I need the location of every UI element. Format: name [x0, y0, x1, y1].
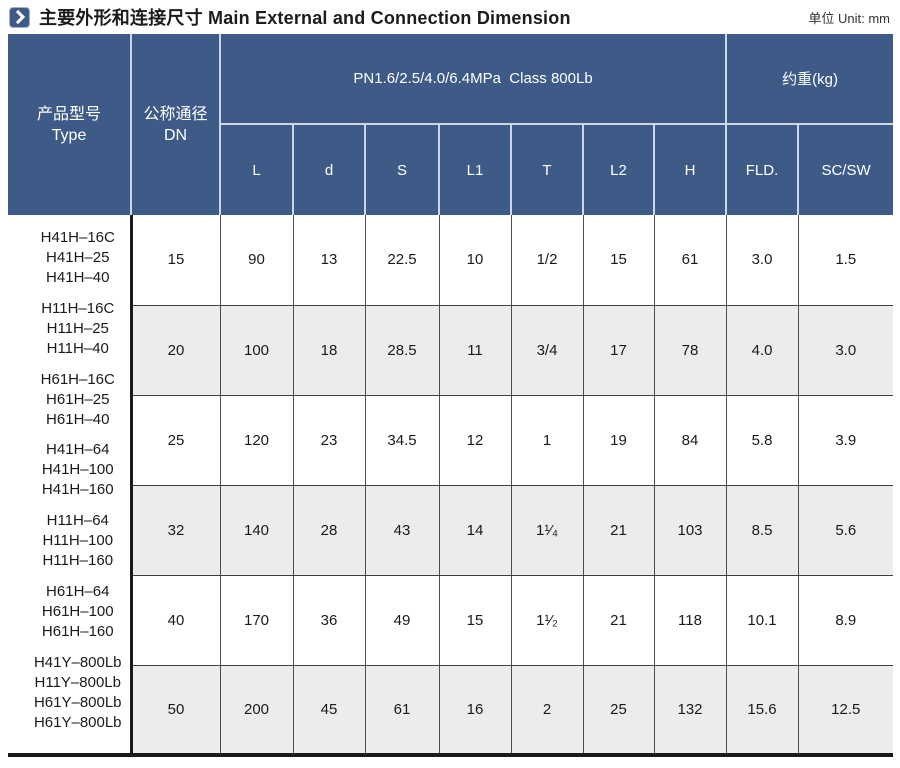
cell-d: 18 — [293, 305, 366, 396]
cell-SCSW: 3.9 — [798, 395, 894, 486]
type-groups: H41H–16C H41H–25 H41H–40 H11H–16C H11H–2… — [8, 215, 130, 753]
table-row: 25 120 23 34.5 12 1 19 84 5.8 3.9 — [8, 395, 894, 486]
cell-L2: 15 — [583, 215, 655, 306]
cell-SCSW: 1.5 — [798, 215, 894, 306]
title-bar: 主要外形和连接尺寸 Main External and Connection D… — [0, 0, 900, 34]
table-row: 40 170 36 49 15 1¹⁄₂ 21 118 10.1 8.9 — [8, 575, 894, 666]
col-header-dn-en: DN — [163, 126, 188, 144]
cell-SCSW: 5.6 — [798, 485, 894, 576]
unit-label: 单位 Unit: mm — [808, 10, 890, 26]
table-header: 产品型号 Type 公称通径 DN PN1.6/2.5/4.0/6.4MPa C… — [8, 34, 894, 215]
cell-SCSW: 3.0 — [798, 305, 894, 396]
col-header-FLD: FLD. — [725, 123, 800, 215]
cell-FLD: 10.1 — [726, 575, 799, 666]
cell-T: 1¹⁄₂ — [511, 575, 584, 666]
type-group-6: H61H–64 H61H–100 H61H–160 — [41, 583, 114, 641]
cell-L2: 21 — [583, 575, 655, 666]
chevron-right-icon — [9, 6, 30, 28]
col-header-dn-zh: 公称通径 — [143, 105, 208, 123]
col-header-L1: L1 — [438, 123, 512, 215]
col-header-type: 产品型号 Type — [8, 34, 132, 215]
cell-T: 3/4 — [511, 305, 584, 396]
cell-H: 132 — [654, 665, 727, 755]
dn-cell: 25 — [131, 395, 221, 486]
cell-L1: 11 — [439, 305, 512, 396]
cell-FLD: 8.5 — [726, 485, 799, 576]
col-header-H: H — [652, 123, 728, 215]
cell-L2: 25 — [583, 665, 655, 755]
cell-d: 28 — [293, 485, 366, 576]
cell-L: 200 — [220, 665, 294, 755]
dn-cell: 15 — [131, 215, 221, 306]
cell-T: 1 — [511, 395, 584, 486]
cell-d: 36 — [293, 575, 366, 666]
dn-cell: 20 — [131, 305, 221, 396]
cell-L: 170 — [220, 575, 294, 666]
cell-H: 103 — [654, 485, 727, 576]
col-header-dn: 公称通径 DN — [130, 34, 221, 215]
dn-cell: 40 — [131, 575, 221, 666]
table-row: 50 200 45 61 16 2 25 132 15.6 12.5 — [8, 665, 894, 755]
cell-H: 61 — [654, 215, 727, 306]
cell-SCSW: 12.5 — [798, 665, 894, 755]
cell-SCSW: 8.9 — [798, 575, 894, 666]
col-header-SCSW: SC/SW — [797, 123, 894, 215]
cell-d: 45 — [293, 665, 366, 755]
table-body: H41H–16C H41H–25 H41H–40 H11H–16C H11H–2… — [8, 215, 894, 755]
cell-S: 43 — [365, 485, 440, 576]
type-column-cell: H41H–16C H41H–25 H41H–40 H11H–16C H11H–2… — [8, 215, 133, 755]
type-group-2: H11H–16C H11H–25 H11H–40 — [41, 299, 115, 357]
type-group-7: H41Y–800Lb H11Y–800Lb H61Y–800Lb H61Y–80… — [33, 653, 122, 731]
type-group-4: H41H–64 H41H–100 H41H–160 — [41, 441, 114, 499]
table-row: 20 100 18 28.5 11 3/4 17 78 4.0 3.0 — [8, 305, 894, 396]
table-row: 32 140 28 43 14 1¹⁄₄ 21 103 8.5 5.6 — [8, 485, 894, 576]
cell-L1: 12 — [439, 395, 512, 486]
col-header-type-zh: 产品型号 — [36, 105, 101, 123]
cell-L: 90 — [220, 215, 294, 306]
col-header-d: d — [292, 123, 366, 215]
cell-L1: 16 — [439, 665, 512, 755]
cell-L1: 10 — [439, 215, 512, 306]
cell-L2: 21 — [583, 485, 655, 576]
col-header-L: L — [219, 123, 294, 215]
cell-T: 1/2 — [511, 215, 584, 306]
cell-L1: 14 — [439, 485, 512, 576]
cell-FLD: 3.0 — [726, 215, 799, 306]
col-header-pn-class-span: PN1.6/2.5/4.0/6.4MPa Class 800Lb — [218, 34, 728, 125]
type-group-1: H41H–16C H41H–25 H41H–40 — [40, 229, 115, 286]
col-header-T: T — [510, 123, 584, 215]
dimension-table: 产品型号 Type 公称通径 DN PN1.6/2.5/4.0/6.4MPa C… — [8, 34, 894, 757]
cell-S: 61 — [365, 665, 440, 755]
cell-L: 100 — [220, 305, 294, 396]
cell-FLD: 15.6 — [726, 665, 799, 755]
col-header-S: S — [364, 123, 440, 215]
cell-L2: 17 — [583, 305, 655, 396]
cell-H: 78 — [654, 305, 727, 396]
cell-H: 118 — [654, 575, 727, 666]
col-header-weight-span: 约重(kg) — [725, 34, 894, 125]
cell-d: 13 — [293, 215, 366, 306]
col-header-L2: L2 — [582, 123, 655, 215]
dn-cell: 50 — [131, 665, 221, 755]
cell-d: 23 — [293, 395, 366, 486]
cell-L: 120 — [220, 395, 294, 486]
page-title: 主要外形和连接尺寸 Main External and Connection D… — [39, 8, 571, 28]
type-group-5: H11H–64 H11H–100 H11H–160 — [42, 512, 114, 570]
dn-cell: 32 — [131, 485, 221, 576]
cell-L2: 19 — [583, 395, 655, 486]
cell-L: 140 — [220, 485, 294, 576]
cell-FLD: 4.0 — [726, 305, 799, 396]
cell-S: 34.5 — [365, 395, 440, 486]
cell-S: 49 — [365, 575, 440, 666]
cell-T: 1¹⁄₄ — [511, 485, 584, 576]
col-header-type-en: Type — [51, 126, 87, 144]
cell-T: 2 — [511, 665, 584, 755]
type-group-3: H61H–16C H61H–25 H61H–40 — [40, 370, 115, 428]
cell-S: 28.5 — [365, 305, 440, 396]
cell-H: 84 — [654, 395, 727, 486]
cell-FLD: 5.8 — [726, 395, 799, 486]
cell-L1: 15 — [439, 575, 512, 666]
cell-S: 22.5 — [365, 215, 440, 306]
table-row: H41H–16C H41H–25 H41H–40 H11H–16C H11H–2… — [8, 215, 894, 755]
